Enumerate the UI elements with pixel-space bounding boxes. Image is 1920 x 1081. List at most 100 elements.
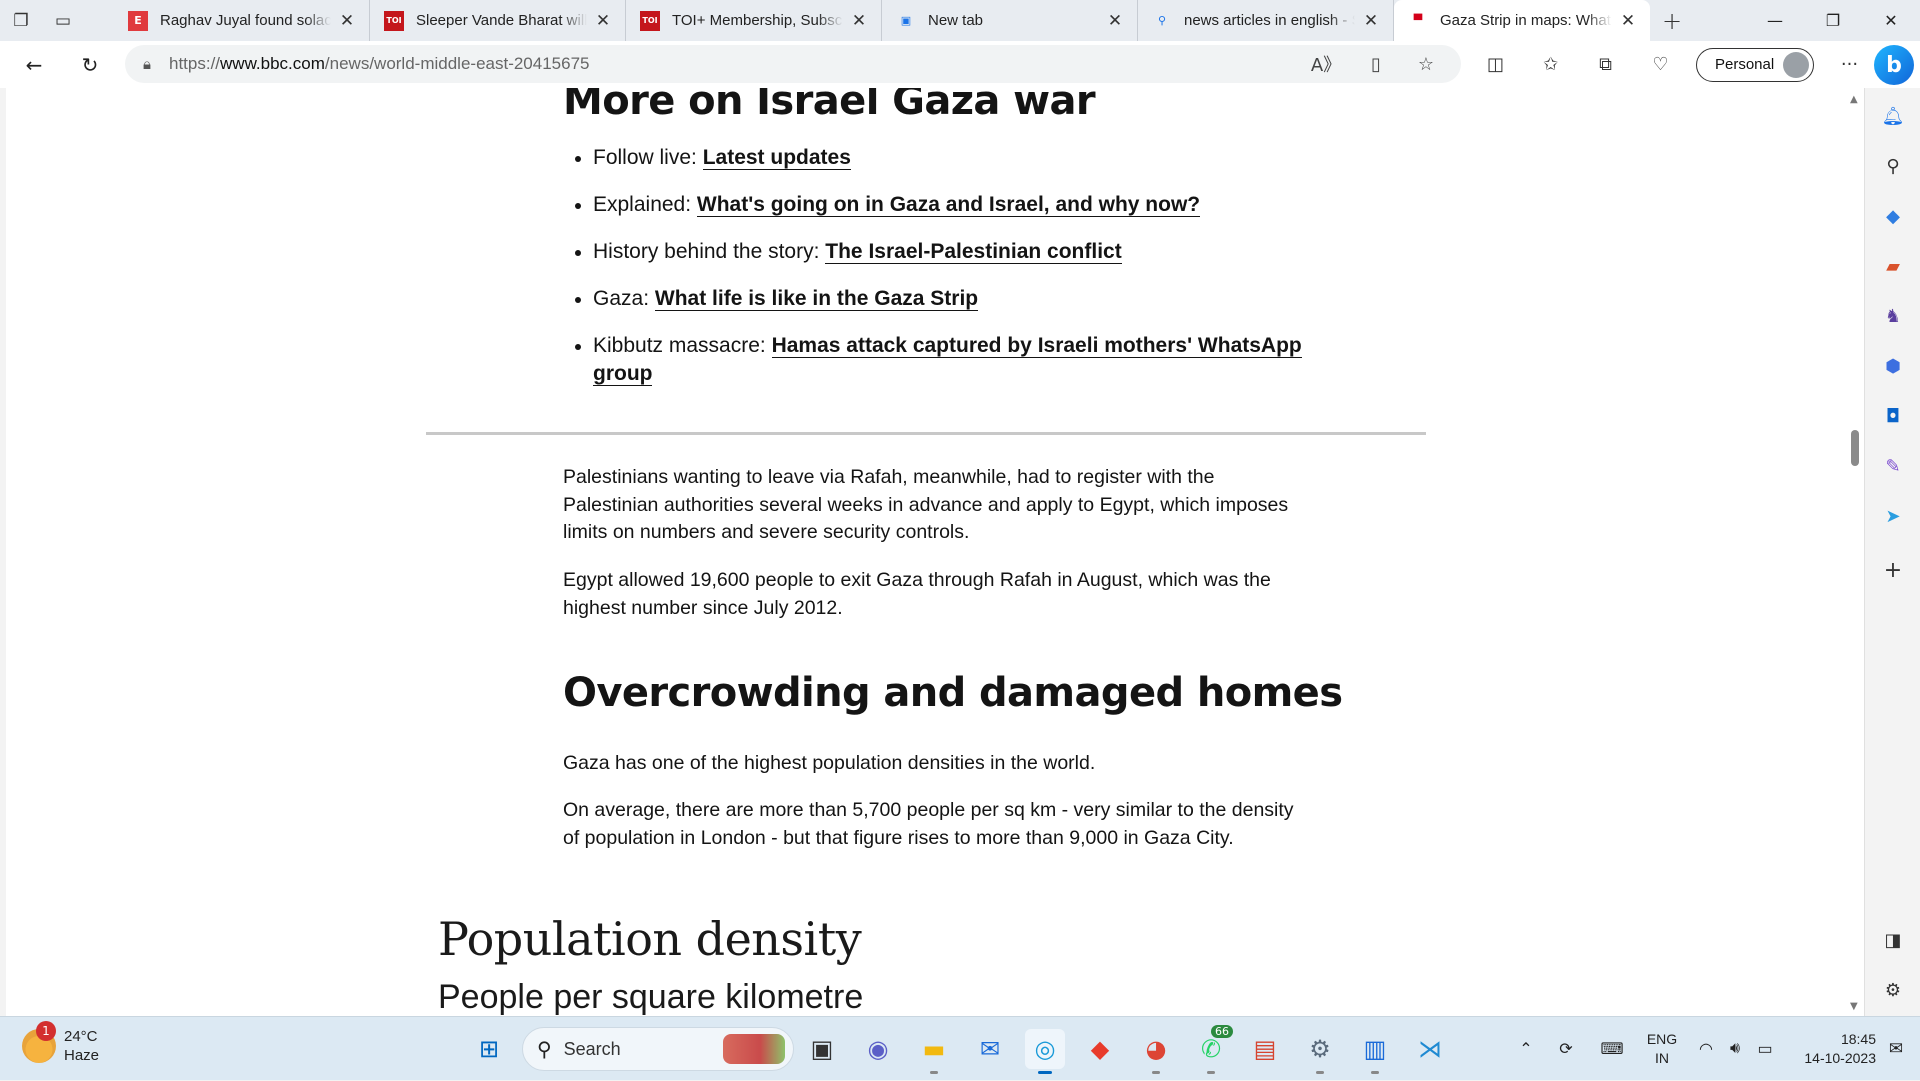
region-code: IN	[1655, 1050, 1669, 1066]
browser-tab[interactable]: TOI TOI+ Membership, Subscri ✕	[626, 0, 882, 41]
clock-time: 18:45	[1840, 1031, 1876, 1047]
weather-widget[interactable]: 1 24°C Haze	[22, 1021, 99, 1065]
language-code: ENG	[1646, 1031, 1678, 1047]
git-diamond-icon[interactable]: ◆	[1090, 1035, 1110, 1063]
games-icon[interactable]: ♞	[1884, 305, 1902, 327]
keyboard-icon[interactable]: ⌨	[1600, 1041, 1624, 1058]
tab-close-icon[interactable]: ✕	[595, 10, 611, 31]
browser-tab[interactable]: TOI Sleeper Vande Bharat will c ✕	[370, 0, 626, 41]
browser-tab[interactable]: ⚲ news articles in english - S ✕	[1138, 0, 1394, 41]
tab-title: Gaza Strip in maps: What it	[1440, 12, 1612, 29]
search-placeholder: Search	[563, 1038, 621, 1059]
shopping-tag-icon[interactable]: ◆	[1886, 205, 1900, 227]
back-button[interactable]: ←	[25, 52, 43, 77]
tab-close-icon[interactable]: ✕	[1107, 10, 1123, 31]
browser-tab[interactable]: E Raghav Juyal found solace ✕	[114, 0, 370, 41]
file-explorer-icon[interactable]: ▬	[914, 1029, 954, 1074]
settings-gear-icon[interactable]: ⚙	[1300, 1029, 1340, 1074]
restore-button[interactable]: ❐	[1825, 11, 1841, 30]
related-link[interactable]: Latest updates	[702, 146, 851, 170]
scroll-down-arrow-icon[interactable]: ▼	[1850, 1001, 1858, 1012]
show-hidden-icons-chevron-icon[interactable]: ⌃	[1519, 1041, 1533, 1058]
battery-icon[interactable]: ▭	[1757, 1041, 1773, 1058]
tab-close-icon[interactable]: ✕	[1620, 10, 1636, 31]
task-view-icon[interactable]: ▣	[810, 1035, 834, 1063]
notification-bell-icon[interactable]: 🔔︎	[1881, 105, 1905, 127]
tab-favicon-icon: ⚲	[1152, 10, 1172, 31]
paragraph-rafah: Palestinians wanting to leave via Rafah,…	[563, 466, 1289, 543]
browser-tab[interactable]: ▀ Gaza Strip in maps: What it ✕	[1394, 0, 1650, 41]
whatsapp-icon[interactable]: ✆ 66	[1191, 1025, 1233, 1074]
mail-icon[interactable]: ✉	[979, 1035, 1001, 1063]
office-app-icon[interactable]: ▤	[1253, 1035, 1277, 1063]
url-text[interactable]: https://www.bbc.com/news/world-middle-ea…	[169, 54, 590, 73]
language-indicator[interactable]: ENG IN	[1632, 1030, 1692, 1068]
vscode-icon[interactable]: ⋊	[1418, 1035, 1442, 1063]
clock-date: 14-10-2023	[1804, 1050, 1876, 1066]
favorites-icon[interactable]: ✩	[1542, 54, 1559, 75]
profile-button[interactable]: Personal	[1696, 47, 1814, 82]
scroll-thumb[interactable]	[1851, 430, 1859, 466]
immersive-reader-icon[interactable]: ▯	[1371, 53, 1381, 75]
sidebar-settings-gear-icon[interactable]: ⚙	[1884, 979, 1902, 1001]
related-link-prefix: Gaza:	[593, 287, 655, 310]
related-link-prefix: History behind the story:	[593, 240, 826, 263]
tab-favicon-icon: ▀	[1408, 10, 1428, 31]
more-options-icon[interactable]: ···	[1840, 54, 1859, 75]
lock-icon[interactable]: 🔒︎	[143, 55, 151, 73]
chrome-icon[interactable]: ◕	[1136, 1029, 1176, 1074]
drop-send-icon[interactable]: ➤	[1885, 505, 1901, 527]
refresh-button[interactable]: ↻	[81, 52, 99, 77]
workspaces-icon[interactable]: ❐	[13, 10, 29, 31]
tab-close-icon[interactable]: ✕	[1363, 10, 1379, 31]
browser-essentials-icon[interactable]: ♡	[1652, 54, 1669, 75]
copilot-icon[interactable]: b	[1874, 45, 1914, 85]
related-link[interactable]: Hamas attack captured by Israeli mothers…	[593, 334, 1302, 386]
start-button[interactable]: ⊞	[478, 1035, 500, 1063]
microsoft-365-icon[interactable]: ⬢	[1885, 355, 1901, 377]
related-link[interactable]: What life is like in the Gaza Strip	[654, 287, 979, 311]
related-links-list: Follow live: Latest updates Explained: Wh…	[563, 144, 1323, 407]
search-highlight-art	[723, 1034, 785, 1064]
favorite-star-icon[interactable]: ☆	[1417, 53, 1435, 75]
browser-tab[interactable]: ▣ New tab ✕	[882, 0, 1138, 41]
wifi-icon[interactable]: ◠	[1699, 1041, 1713, 1058]
new-tab-button[interactable]: +	[1661, 6, 1683, 35]
designer-icon[interactable]: ✎	[1885, 455, 1901, 477]
split-screen-icon[interactable]: ◫	[1486, 54, 1504, 75]
profile-label: Personal	[1715, 56, 1775, 73]
taskbar: 1 24°C Haze ⊞ ⚲ Search ▣ ◉ ▬ ✉ ◎ ◆ ◕ ✆ 66…	[0, 1016, 1920, 1080]
related-link-item: Follow live: Latest updates	[563, 144, 1323, 172]
edge-browser-icon[interactable]: ◎	[1025, 1029, 1065, 1074]
taskbar-search[interactable]: ⚲ Search	[522, 1027, 794, 1071]
scroll-up-arrow-icon[interactable]: ▲	[1850, 94, 1858, 105]
volume-icon[interactable]: 🔊︎	[1729, 1040, 1741, 1057]
paragraph-density: Gaza has one of the highest population d…	[563, 752, 1096, 774]
hide-sidebar-icon[interactable]: ◨	[1884, 929, 1902, 951]
read-aloud-icon[interactable]: A》	[1310, 55, 1342, 76]
tab-actions-icon[interactable]: ▭	[54, 10, 72, 31]
related-link[interactable]: What's going on in Gaza and Israel, and …	[696, 193, 1201, 217]
tab-title: TOI+ Membership, Subscri	[672, 12, 843, 29]
minimize-button[interactable]: —	[1767, 11, 1783, 30]
address-bar[interactable]: 🔒︎ https://www.bbc.com/news/world-middle…	[125, 45, 1461, 83]
notification-center-icon[interactable]: ✉	[1888, 1039, 1904, 1058]
tab-title: New tab	[928, 12, 984, 29]
avatar	[1783, 51, 1809, 78]
outlook-icon[interactable]: ◘	[1885, 405, 1901, 427]
related-link[interactable]: The Israel-Palestinian conflict	[825, 240, 1122, 264]
add-sidebar-app-icon[interactable]: +	[1883, 557, 1903, 583]
tab-title: news articles in english - S	[1184, 12, 1355, 29]
notepad-icon[interactable]: ▥	[1355, 1029, 1395, 1074]
page-scrollbar[interactable]: ▲ ▼	[1846, 88, 1864, 1016]
chat-icon[interactable]: ◉	[867, 1035, 889, 1063]
tab-close-icon[interactable]: ✕	[339, 10, 355, 31]
sidebar-search-icon[interactable]: ⚲	[1886, 155, 1900, 177]
tab-close-icon[interactable]: ✕	[851, 10, 867, 31]
close-window-button[interactable]: ✕	[1884, 11, 1898, 30]
tools-briefcase-icon[interactable]: ▰	[1886, 255, 1900, 277]
sync-icon[interactable]: ⟳	[1559, 1041, 1573, 1058]
collections-icon[interactable]: ⧉	[1599, 54, 1612, 75]
clock[interactable]: 18:45 14-10-2023	[1780, 1030, 1876, 1068]
related-link-prefix: Explained:	[593, 193, 697, 216]
